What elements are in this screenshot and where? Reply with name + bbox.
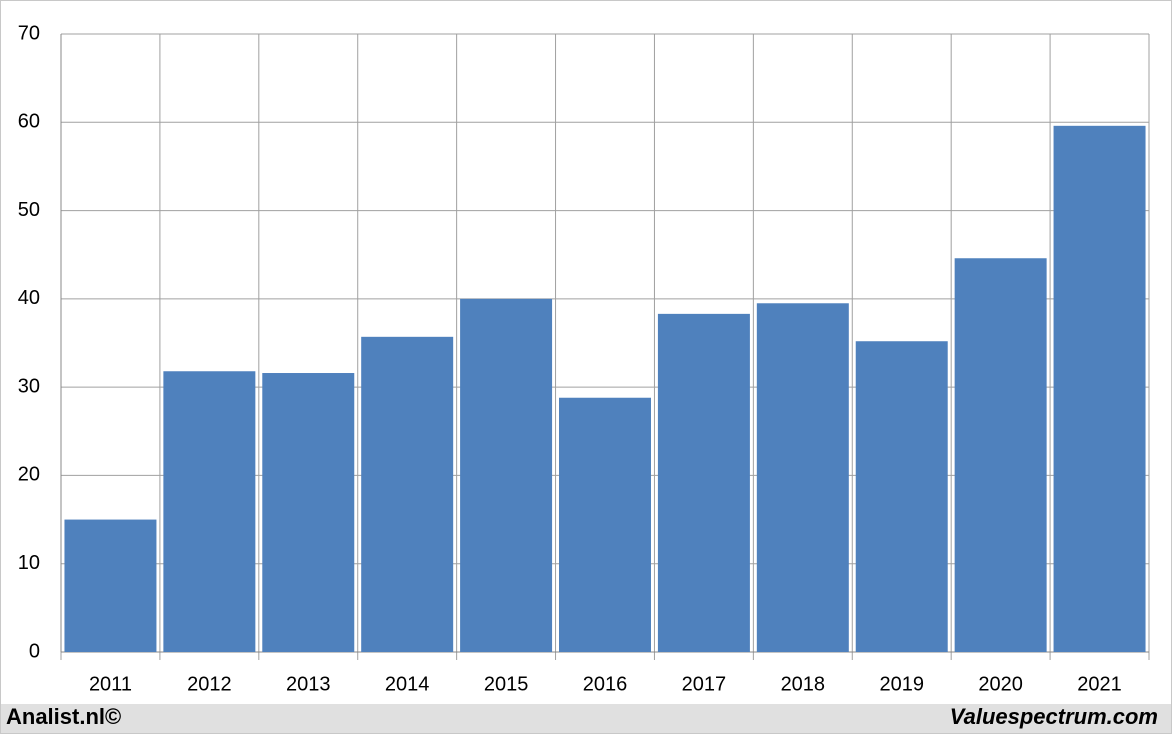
y-tick-label: 20 — [18, 464, 40, 486]
bar — [262, 373, 355, 652]
x-tick-label: 2016 — [583, 673, 628, 695]
y-tick-label: 0 — [29, 640, 40, 662]
x-tick-label: 2013 — [286, 673, 331, 695]
y-tick-label: 10 — [18, 552, 40, 574]
bar — [361, 336, 454, 652]
x-tick-label: 2021 — [1077, 673, 1122, 695]
x-tick-label: 2018 — [781, 673, 826, 695]
bar — [559, 397, 651, 652]
y-tick-label: 30 — [18, 375, 40, 397]
x-tick-label: 2011 — [89, 673, 132, 695]
y-tick-label: 40 — [18, 287, 40, 309]
footer-left: Analist.nl© — [6, 704, 121, 729]
x-tick-label: 2014 — [385, 673, 430, 695]
y-tick-label: 50 — [18, 199, 40, 221]
x-tick-label: 2017 — [682, 673, 727, 695]
x-tick-label: 2020 — [978, 673, 1023, 695]
footer-band — [1, 704, 1171, 733]
bar — [657, 313, 750, 652]
bar — [954, 258, 1047, 652]
bar — [460, 298, 553, 652]
bar — [756, 303, 849, 652]
y-tick-label: 70 — [18, 22, 40, 44]
bar — [1053, 125, 1146, 653]
y-tick-label: 60 — [18, 111, 40, 133]
bar — [163, 371, 256, 652]
x-tick-label: 2019 — [879, 673, 924, 695]
x-tick-label: 2015 — [484, 673, 529, 695]
footer-right: Valuespectrum.com — [950, 704, 1158, 729]
x-tick-label: 2012 — [187, 673, 232, 695]
bar — [64, 519, 157, 652]
bar — [855, 341, 948, 652]
